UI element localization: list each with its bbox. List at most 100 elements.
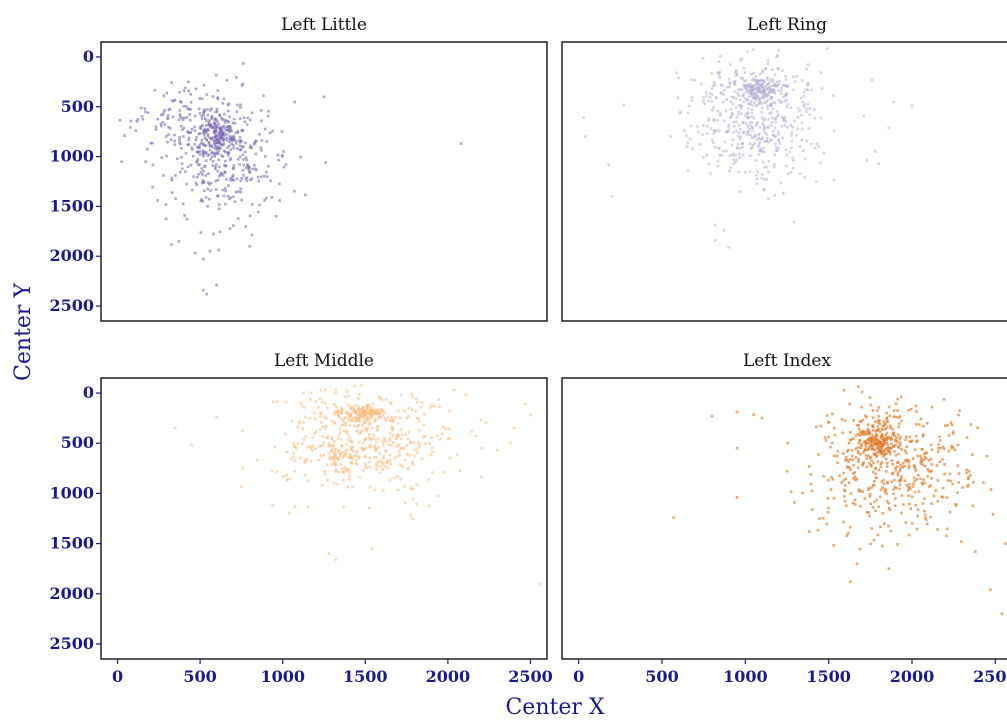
data-point [218, 165, 221, 169]
data-point [348, 424, 352, 427]
data-point [974, 550, 977, 553]
data-point [399, 477, 402, 481]
data-point [791, 156, 794, 160]
data-point [788, 151, 792, 154]
data-point [892, 492, 895, 495]
data-point [335, 405, 338, 409]
data-point [832, 94, 835, 97]
data-point [743, 87, 746, 90]
data-point [862, 440, 866, 444]
data-point [749, 91, 753, 94]
data-point [868, 431, 871, 435]
data-point [858, 420, 862, 423]
data-point [285, 450, 289, 454]
data-point [496, 449, 499, 452]
data-point [430, 436, 434, 439]
data-point [351, 457, 355, 461]
y-tick-label: 1000 [49, 483, 94, 502]
data-point [227, 109, 230, 113]
data-point [725, 149, 728, 153]
data-point [324, 424, 328, 428]
data-point [237, 158, 240, 161]
data-point [218, 146, 222, 149]
data-point [161, 113, 165, 116]
data-point [1000, 612, 1004, 616]
data-point [903, 465, 906, 468]
data-point [732, 96, 736, 99]
data-point [758, 126, 762, 129]
data-point [879, 437, 883, 440]
data-point [876, 460, 880, 463]
data-point [761, 122, 765, 125]
data-point [923, 455, 927, 459]
data-point [789, 490, 793, 493]
data-point [885, 436, 889, 440]
data-point [758, 102, 761, 105]
data-point [912, 476, 916, 480]
data-point [384, 449, 388, 452]
data-point [235, 76, 238, 79]
data-point [854, 503, 857, 506]
data-point [341, 470, 345, 473]
data-point [826, 47, 829, 50]
y-tick-label: 1000 [49, 147, 94, 166]
data-point [188, 131, 192, 134]
data-point [193, 114, 197, 118]
data-point [322, 95, 326, 99]
data-point [864, 439, 868, 442]
data-point [349, 455, 352, 458]
data-point [198, 163, 201, 166]
data-point [344, 416, 347, 419]
data-point [908, 435, 911, 439]
data-point [766, 104, 769, 107]
data-point [856, 432, 860, 436]
data-point [318, 411, 322, 415]
data-point [380, 460, 383, 464]
data-point [218, 230, 222, 234]
data-point [867, 454, 870, 457]
data-point [183, 214, 186, 217]
data-point [323, 415, 326, 418]
data-point [831, 478, 835, 481]
data-point [760, 110, 763, 114]
data-point [945, 527, 949, 531]
data-point [874, 476, 878, 480]
data-point [166, 140, 169, 144]
data-point [232, 195, 235, 199]
data-point [903, 459, 907, 462]
data-point [326, 435, 330, 438]
data-point [841, 431, 844, 435]
data-point [288, 511, 291, 515]
data-point [260, 119, 263, 123]
data-point [166, 114, 170, 117]
data-point [250, 233, 254, 237]
data-point [374, 417, 377, 421]
data-point [396, 455, 400, 458]
data-point [184, 152, 188, 155]
data-point [830, 441, 834, 445]
data-point [438, 405, 441, 409]
data-point [308, 445, 312, 448]
data-point [241, 429, 244, 433]
data-point [198, 126, 202, 129]
data-point [345, 390, 349, 393]
data-point [333, 451, 337, 454]
data-point [792, 159, 795, 162]
data-point [333, 412, 336, 416]
data-point [877, 447, 880, 450]
data-point [915, 527, 919, 531]
data-point [174, 426, 177, 430]
data-point [896, 409, 899, 412]
data-point [724, 130, 728, 134]
data-point [914, 504, 918, 507]
data-point [843, 458, 847, 462]
data-point [745, 132, 749, 135]
data-point [306, 505, 309, 508]
data-point [250, 146, 253, 149]
data-point [900, 511, 903, 515]
data-point [409, 514, 412, 517]
y-tick-label: 500 [61, 97, 94, 116]
data-point [704, 90, 708, 94]
data-point [930, 405, 934, 409]
